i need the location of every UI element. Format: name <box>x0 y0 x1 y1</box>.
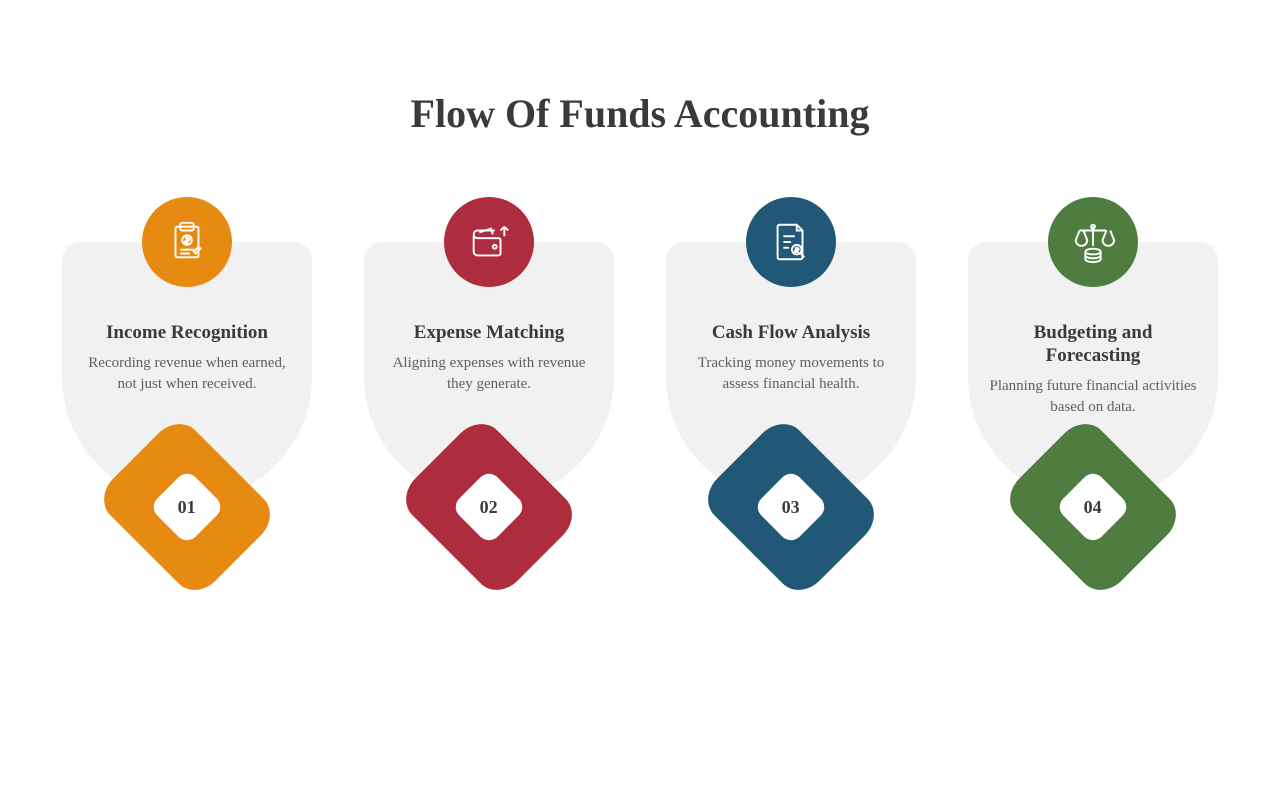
card-description: Planning future financial activities bas… <box>988 376 1198 418</box>
card-heading: Budgeting and Forecasting <box>988 322 1198 368</box>
clipboard-dollar-icon <box>142 197 232 287</box>
card-4: Budgeting and Forecasting Planning futur… <box>968 242 1218 502</box>
number-badge: 02 <box>404 442 574 572</box>
card-1: Income Recognition Recording revenue whe… <box>62 242 312 502</box>
card-heading: Income Recognition <box>82 322 292 345</box>
wallet-arrow-icon <box>444 197 534 287</box>
badge-number: 02 <box>480 497 498 518</box>
scale-coins-icon <box>1048 197 1138 287</box>
number-badge: 03 <box>706 442 876 572</box>
badge-number: 04 <box>1084 497 1102 518</box>
badge-number: 01 <box>178 497 196 518</box>
number-badge: 01 <box>102 442 272 572</box>
number-badge: 04 <box>1008 442 1178 572</box>
document-search-icon <box>746 197 836 287</box>
card-description: Tracking money movements to assess finan… <box>686 353 896 395</box>
card-heading: Cash Flow Analysis <box>686 322 896 345</box>
card-description: Recording revenue when earned, not just … <box>82 353 292 395</box>
page-title: Flow Of Funds Accounting <box>0 90 1280 137</box>
card-description: Aligning expenses with revenue they gene… <box>384 353 594 395</box>
card-3: Cash Flow Analysis Tracking money moveme… <box>666 242 916 502</box>
card-heading: Expense Matching <box>384 322 594 345</box>
card-2: Expense Matching Aligning expenses with … <box>364 242 614 502</box>
badge-number: 03 <box>782 497 800 518</box>
cards-row: Income Recognition Recording revenue whe… <box>0 242 1280 502</box>
